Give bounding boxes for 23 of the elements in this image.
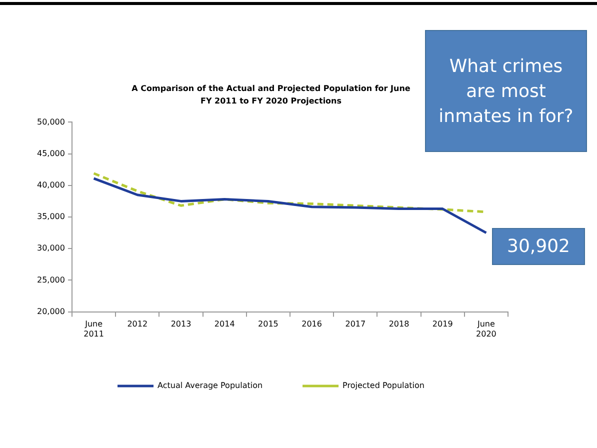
chart-subtitle: FY 2011 to FY 2020 Projections (200, 96, 342, 106)
x-tick-label: June 2011 (84, 320, 104, 338)
text-box: 30,902 (492, 228, 585, 265)
x-tick-label: 2014 (214, 320, 235, 329)
legend-label: Actual Average Population (158, 381, 263, 390)
text-box: What crimes are most inmates in for? (425, 30, 587, 152)
y-tick-label: 45,000 (36, 148, 65, 158)
x-tick-label: 2019 (432, 320, 453, 329)
x-tick-label: 2015 (258, 320, 278, 329)
x-tick-label: 2012 (127, 320, 148, 329)
x-tick-label: 2017 (345, 320, 366, 329)
x-tick-label: 2013 (170, 320, 192, 329)
y-tick-label: 25,000 (36, 275, 65, 284)
y-tick-label: 35,000 (36, 212, 65, 222)
x-tick-label: 2018 (388, 320, 410, 329)
y-tick-label: 20,000 (36, 306, 65, 316)
y-tick-label: 40,000 (36, 180, 65, 190)
chart-title: A Comparison of the Actual and Projected Population for June (132, 84, 411, 93)
x-tick-label: 2016 (302, 320, 322, 329)
y-tick-label: 50,000 (36, 117, 65, 126)
legend-label: Projected Population (342, 381, 424, 390)
x-tick-label: June 2020 (476, 320, 496, 338)
y-tick-label: 30,000 (36, 244, 65, 253)
